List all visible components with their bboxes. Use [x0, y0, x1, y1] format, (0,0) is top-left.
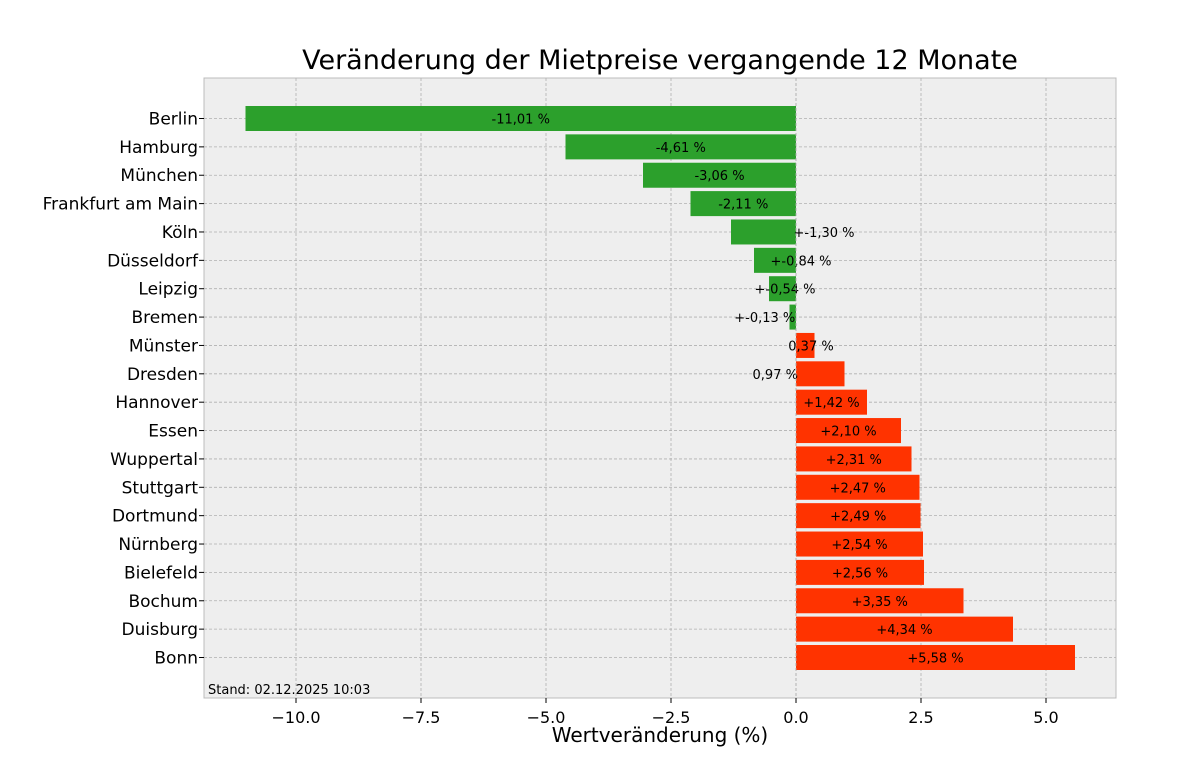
bar-köln: [731, 219, 796, 245]
data-label: +2,31 %: [826, 453, 882, 468]
data-label: -11,01 %: [492, 113, 550, 128]
data-label: +-0,84 %: [770, 254, 831, 269]
bar-bochum: [796, 588, 964, 614]
bar-münchen: [643, 162, 796, 188]
y-tick-label: München: [120, 166, 198, 186]
bar-leipzig: [769, 276, 796, 302]
bar-duisburg: [796, 616, 1013, 642]
x-tick-label: 0.0: [783, 708, 808, 727]
data-label: +-0,13 %: [734, 311, 795, 326]
bar-frankfurt-am-main: [690, 191, 796, 217]
data-label: -3,06 %: [694, 169, 744, 184]
bar-essen: [796, 418, 901, 444]
y-tick-label: Dresden: [127, 365, 198, 385]
y-tick-label: Frankfurt am Main: [43, 195, 198, 215]
bar-bielefeld: [796, 559, 924, 585]
x-axis-label: Wertveränderung (%): [552, 723, 769, 747]
bar-bremen: [789, 304, 796, 330]
y-tick-label: Köln: [162, 223, 198, 243]
data-label: +3,35 %: [852, 595, 908, 610]
chart-title: Veränderung der Mietpreise vergangende 1…: [302, 45, 1018, 76]
bar-nürnberg: [796, 531, 923, 557]
y-tick-label: Bremen: [131, 308, 198, 328]
y-tick-label: Bielefeld: [124, 563, 198, 583]
data-label: +1,42 %: [803, 396, 859, 411]
data-label: 0,97 %: [753, 368, 798, 383]
bar-dresden: [796, 361, 845, 387]
x-tick-label: −10.0: [271, 708, 320, 727]
y-tick-label: Duisburg: [122, 620, 199, 640]
data-label: +-1,30 %: [793, 226, 854, 241]
data-label: +-0,54 %: [754, 283, 815, 298]
data-label: -2,11 %: [718, 198, 768, 213]
y-tick-label: Stuttgart: [122, 478, 199, 498]
bar-münster: [796, 332, 815, 358]
bar-düsseldorf: [754, 247, 796, 273]
y-tick-label: Nürnberg: [118, 535, 198, 555]
data-label: +2,54 %: [831, 538, 887, 553]
data-label: +4,34 %: [876, 623, 932, 638]
bar-dortmund: [796, 503, 921, 529]
bar-hamburg: [565, 134, 796, 160]
y-tick-label: Dortmund: [112, 507, 198, 527]
x-tick-label: −5.0: [527, 708, 566, 727]
data-label: 0,37 %: [788, 339, 833, 354]
data-label: +2,47 %: [830, 481, 886, 496]
data-label: -4,61 %: [656, 141, 706, 156]
y-tick-label: Bochum: [128, 592, 198, 612]
bar-stuttgart: [796, 474, 920, 500]
y-tick-label: Düsseldorf: [107, 251, 199, 271]
bar-bonn: [796, 645, 1075, 670]
y-tick-label: Hannover: [115, 393, 198, 413]
x-tick-label: 5.0: [1033, 708, 1058, 727]
data-label: +5,58 %: [907, 652, 963, 667]
data-label: +2,56 %: [832, 566, 888, 581]
y-tick-label: Berlin: [149, 110, 198, 130]
y-tick-label: Münster: [129, 336, 198, 356]
y-tick-label: Wuppertal: [110, 450, 198, 470]
data-label: +2,10 %: [820, 425, 876, 440]
y-tick-label: Essen: [148, 422, 198, 442]
y-tick-label: Leipzig: [138, 280, 198, 300]
bar-berlin: [245, 106, 796, 131]
x-tick-label: 2.5: [908, 708, 933, 727]
x-tick-label: −7.5: [402, 708, 441, 727]
y-tick-label: Hamburg: [119, 138, 198, 158]
data-label: +2,49 %: [830, 510, 886, 525]
bar-wuppertal: [796, 446, 912, 472]
bar-hannover: [796, 389, 867, 415]
x-tick-label: −2.5: [652, 708, 691, 727]
y-tick-label: Bonn: [154, 649, 198, 669]
timestamp-annotation: Stand: 02.12.2025 10:03: [208, 683, 370, 698]
